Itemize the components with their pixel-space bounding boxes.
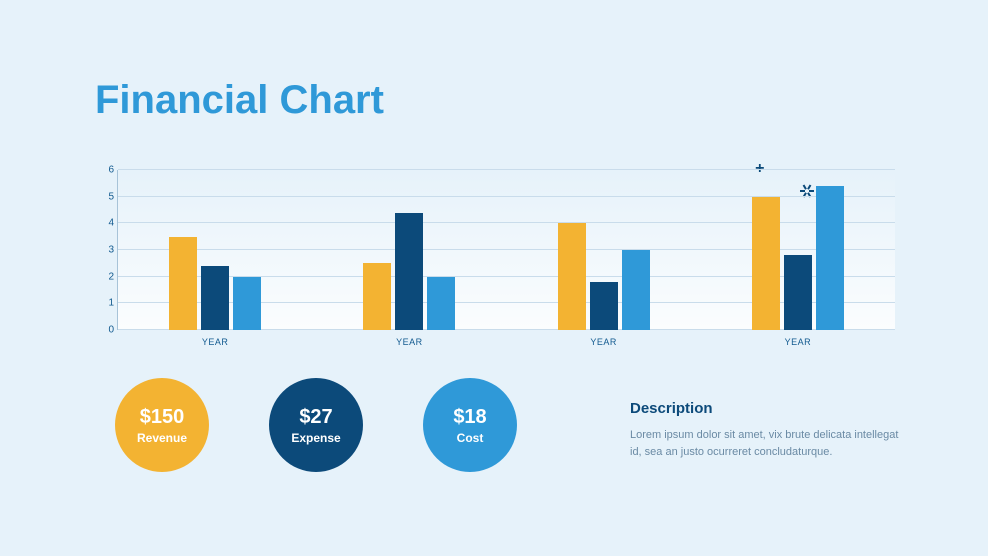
bar-group: YEAR (507, 170, 701, 330)
y-tick-label: 2 (100, 271, 114, 282)
stat-value: $150 (140, 406, 185, 429)
bar (233, 277, 261, 330)
stat-circle: $18 Cost (423, 378, 517, 472)
bar-group: YEAR (118, 170, 312, 330)
stat-label: Cost (457, 431, 484, 445)
page-title: Financial Chart (95, 78, 384, 123)
chart-plot-area: + 0123456YEARYEARYEARYEAR (117, 170, 895, 330)
bar (363, 263, 391, 330)
stat-label: Expense (291, 431, 340, 445)
stat-circle: $27 Expense (269, 378, 363, 472)
y-tick-label: 0 (100, 325, 114, 336)
x-category-label: YEAR (507, 337, 701, 347)
description-body: Lorem ipsum dolor sit amet, vix brute de… (630, 427, 910, 461)
bar (427, 277, 455, 330)
bar-group: YEAR (312, 170, 506, 330)
stat-value: $27 (299, 406, 332, 429)
bar (752, 197, 780, 330)
stat-label: Revenue (137, 431, 187, 445)
x-category-label: YEAR (312, 337, 506, 347)
bar (816, 186, 844, 330)
stat-circle: $150 Revenue (115, 378, 209, 472)
bar (558, 223, 586, 330)
y-tick-label: 6 (100, 165, 114, 176)
bar (201, 266, 229, 330)
y-tick-label: 3 (100, 245, 114, 256)
description-heading: Description (630, 400, 910, 417)
stat-circles-row: $150 Revenue $27 Expense $18 Cost (115, 378, 517, 472)
x-category-label: YEAR (701, 337, 895, 347)
bar (169, 237, 197, 330)
stat-value: $18 (453, 406, 486, 429)
x-category-label: YEAR (118, 337, 312, 347)
y-tick-label: 4 (100, 218, 114, 229)
financial-bar-chart: + 0123456YEARYEARYEARYEAR (95, 170, 895, 350)
bar (784, 255, 812, 330)
bar-group: YEAR (701, 170, 895, 330)
y-tick-label: 1 (100, 298, 114, 309)
y-tick-label: 5 (100, 191, 114, 202)
bar (395, 213, 423, 330)
description-block: Description Lorem ipsum dolor sit amet, … (630, 400, 910, 461)
bar (622, 250, 650, 330)
bar (590, 282, 618, 330)
